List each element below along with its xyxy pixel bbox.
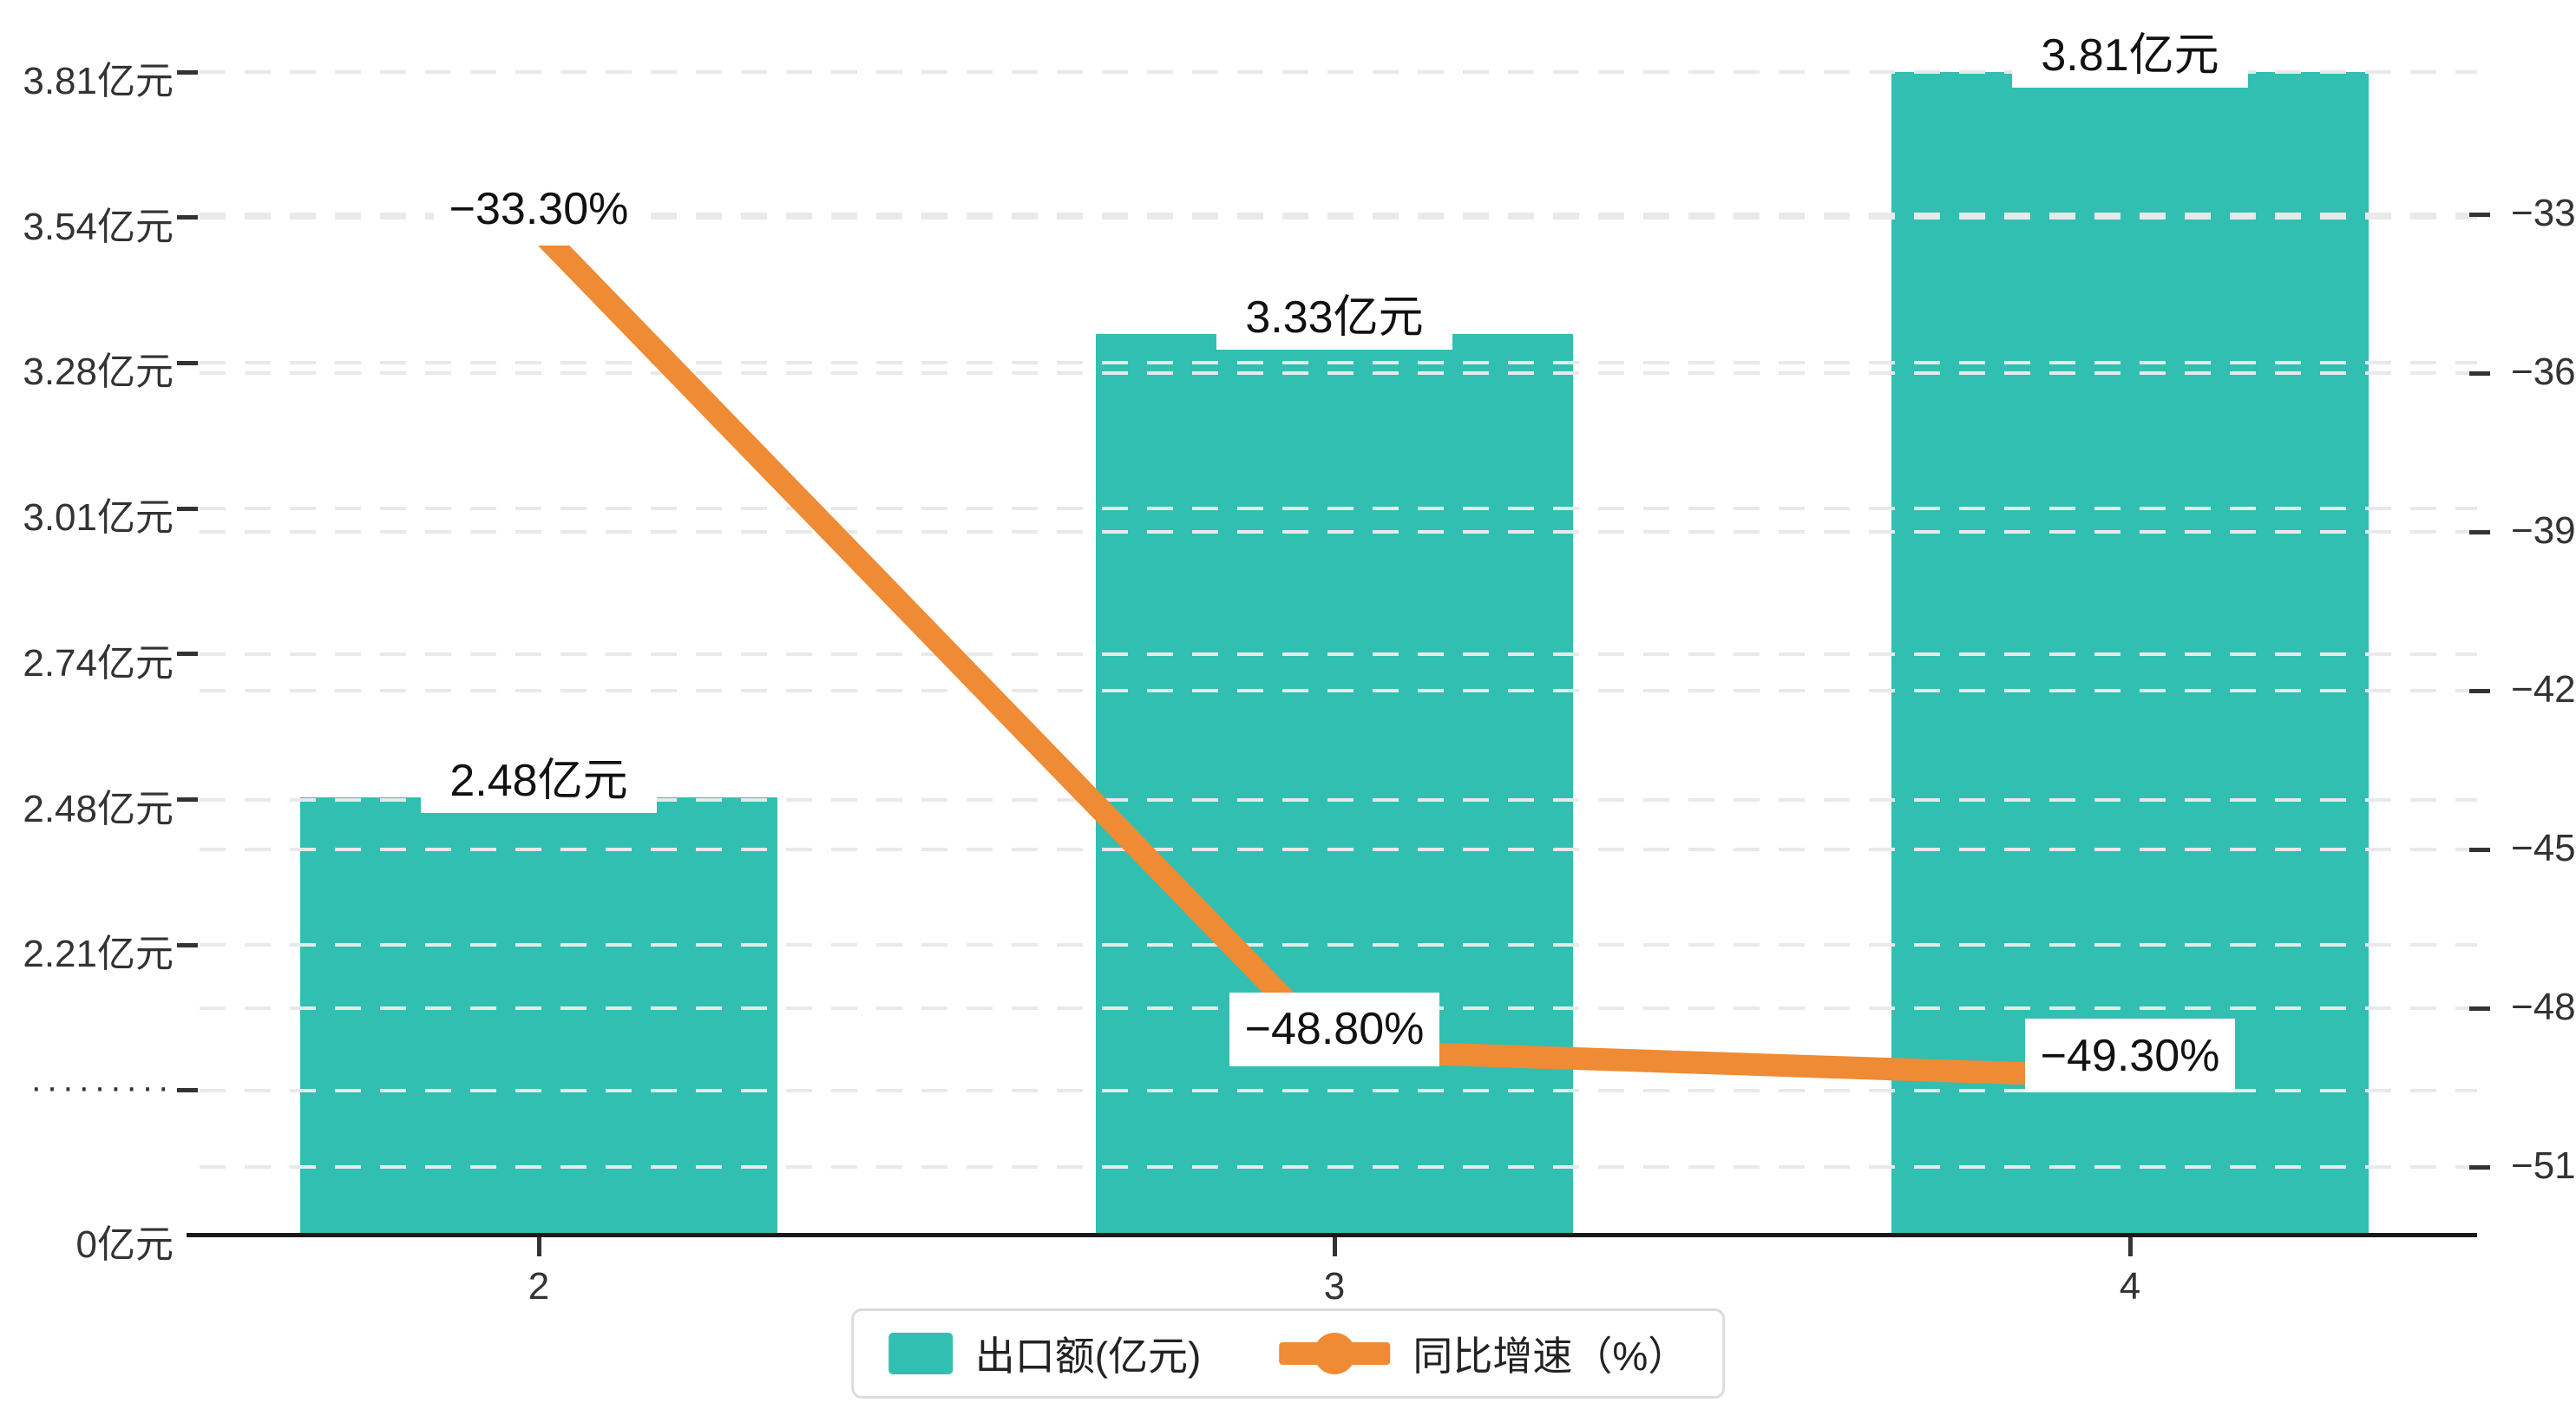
x-axis-label: 4 [2119,1265,2141,1308]
left-tick [177,652,198,657]
gridline [200,1165,2477,1169]
gridline [200,213,2477,216]
left-tick [177,215,198,220]
x-axis-line [187,1233,2477,1237]
line-value-label: −33.30% [434,172,644,246]
legend-item-bar-series[interactable]: 出口额(亿元) [888,1325,1202,1382]
right-axis-label: −45 [2511,827,2576,869]
x-tick [1332,1237,1337,1256]
bar-swatch-icon [888,1333,953,1374]
bar-value-label: 2.48亿元 [421,739,657,814]
gridline [200,361,2477,365]
right-axis-label: −51 [2511,1144,2576,1187]
left-tick [177,360,198,365]
line-value-label: −48.80% [1229,992,1439,1066]
bar-value-label: 3.33亿元 [1216,275,1452,350]
legend-label: 出口额(亿元) [974,1334,1202,1379]
gridline [200,652,2477,656]
x-axis-label: 3 [1323,1265,1346,1308]
left-tick [177,942,198,947]
gridline [200,797,2477,802]
right-axis-label: −48 [2511,986,2576,1028]
right-tick [2469,370,2490,376]
legend: 出口额(亿元) 同比增速（%） [850,1308,1726,1399]
x-tick [2127,1237,2133,1256]
left-axis-label: 3.81亿元 [23,60,174,102]
right-tick [2469,212,2490,217]
gridline [200,215,2477,220]
bar-value-label: 3.81亿元 [2012,14,2248,88]
gridline [200,689,2477,692]
right-tick [2469,529,2490,534]
gridline [200,848,2477,851]
right-axis-label: −42 [2511,668,2576,711]
left-tick [177,797,198,802]
left-axis-label: 3.54亿元 [23,205,174,248]
right-tick [2469,1006,2490,1011]
left-axis-label: 2.48亿元 [23,787,174,830]
gridline [200,943,2477,947]
line-dot-icon [1279,1331,1391,1376]
line-point [1314,1333,1356,1374]
gridline [200,507,2477,511]
x-tick [536,1237,541,1256]
gridline [200,70,2477,74]
line-value-label: −49.30% [2025,1019,2235,1093]
legend-label: 同比增速（%） [1413,1334,1688,1379]
legend-item-line-series[interactable]: 同比增速（%） [1279,1325,1688,1382]
right-tick [2469,1164,2490,1170]
left-axis-label: 2.21亿元 [23,933,174,976]
right-tick [2469,847,2490,852]
gridline [200,371,2477,375]
right-tick [2469,688,2490,693]
right-axis-label: −39 [2511,509,2576,552]
left-axis-break-marker: ········· [30,1067,174,1106]
left-axis-label: 0亿元 [75,1223,174,1266]
left-tick [177,69,198,75]
gridline [200,1088,2477,1092]
left-tick [177,1088,198,1093]
left-axis-label: 3.01亿元 [23,496,174,540]
left-tick [177,506,198,511]
bar-month-2[interactable] [300,797,777,1236]
x-axis-label: 2 [528,1265,550,1308]
gridline [200,530,2477,534]
trend-line [530,222,2131,1089]
bar-month-3[interactable] [1096,333,1573,1236]
right-axis-label: −33 [2511,192,2576,234]
left-axis-label: 3.28亿元 [23,351,174,394]
right-axis-label: −36 [2511,351,2576,393]
left-axis-label: 2.74亿元 [23,641,174,685]
